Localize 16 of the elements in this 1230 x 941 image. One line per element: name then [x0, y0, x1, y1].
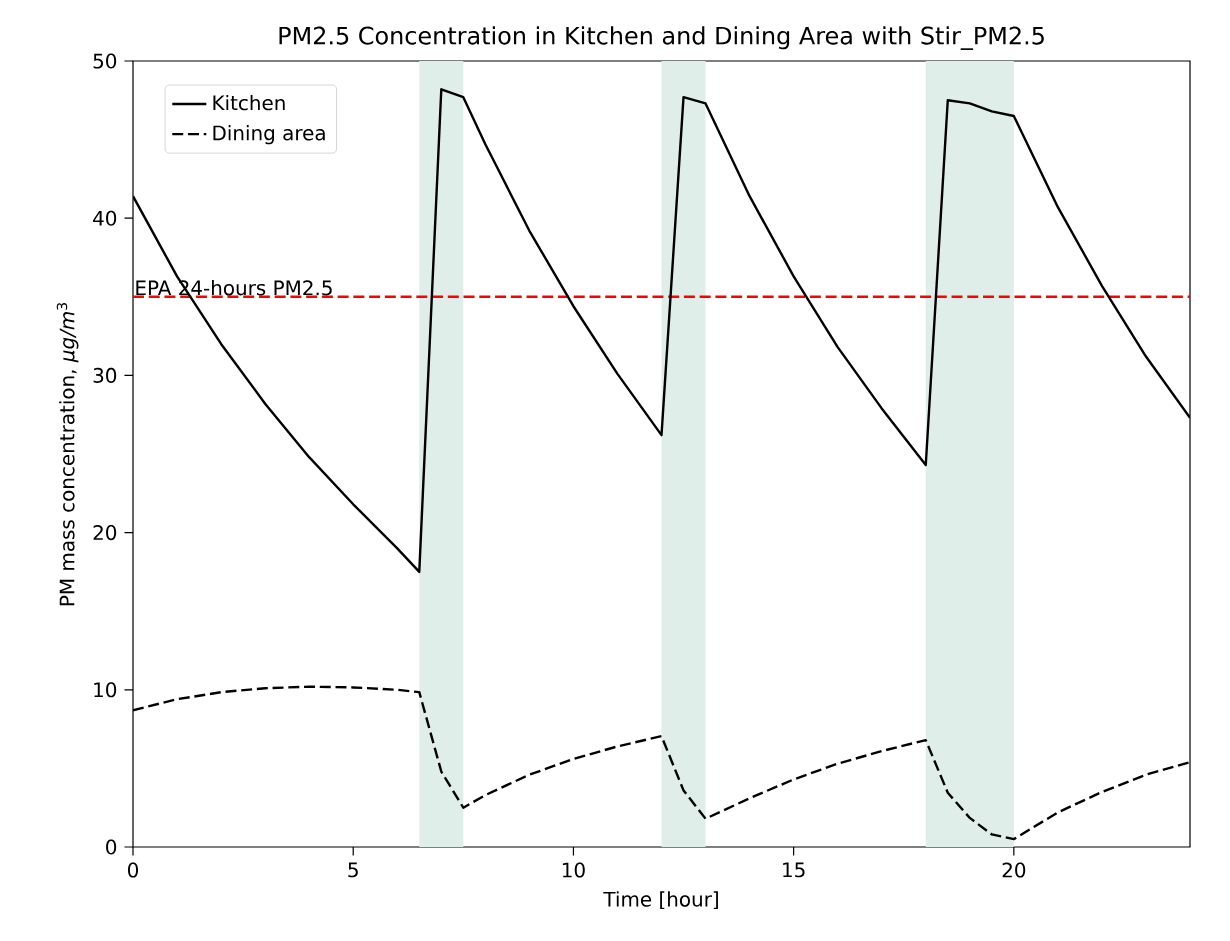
- y-tick-label: 0: [106, 839, 117, 855]
- x-axis-title: Time [hour]: [603, 891, 718, 910]
- legend-label: Kitchen: [213, 94, 285, 111]
- legend-label: Dining area: [213, 125, 325, 145]
- y-axis-title: PM mass concentration, μg/m$^{3}$: [56, 303, 79, 606]
- y-tick-label: 50: [93, 53, 117, 69]
- y-tick-label: 40: [93, 210, 117, 226]
- x-tick-label: 10: [562, 862, 585, 878]
- x-tick-label: 0: [127, 862, 139, 878]
- y-tick-label: 20: [93, 525, 117, 541]
- x-tick-label: 15: [783, 862, 805, 878]
- y-tick-label: 30: [93, 367, 117, 383]
- x-tick-label: 5: [348, 862, 358, 878]
- y-tick-label: 10: [94, 682, 117, 698]
- x-tick-label: 20: [1002, 862, 1026, 878]
- chart-title: PM2.5 Concentration in Kitchen and Dining Area with Stir_PM2.5: [279, 26, 1044, 50]
